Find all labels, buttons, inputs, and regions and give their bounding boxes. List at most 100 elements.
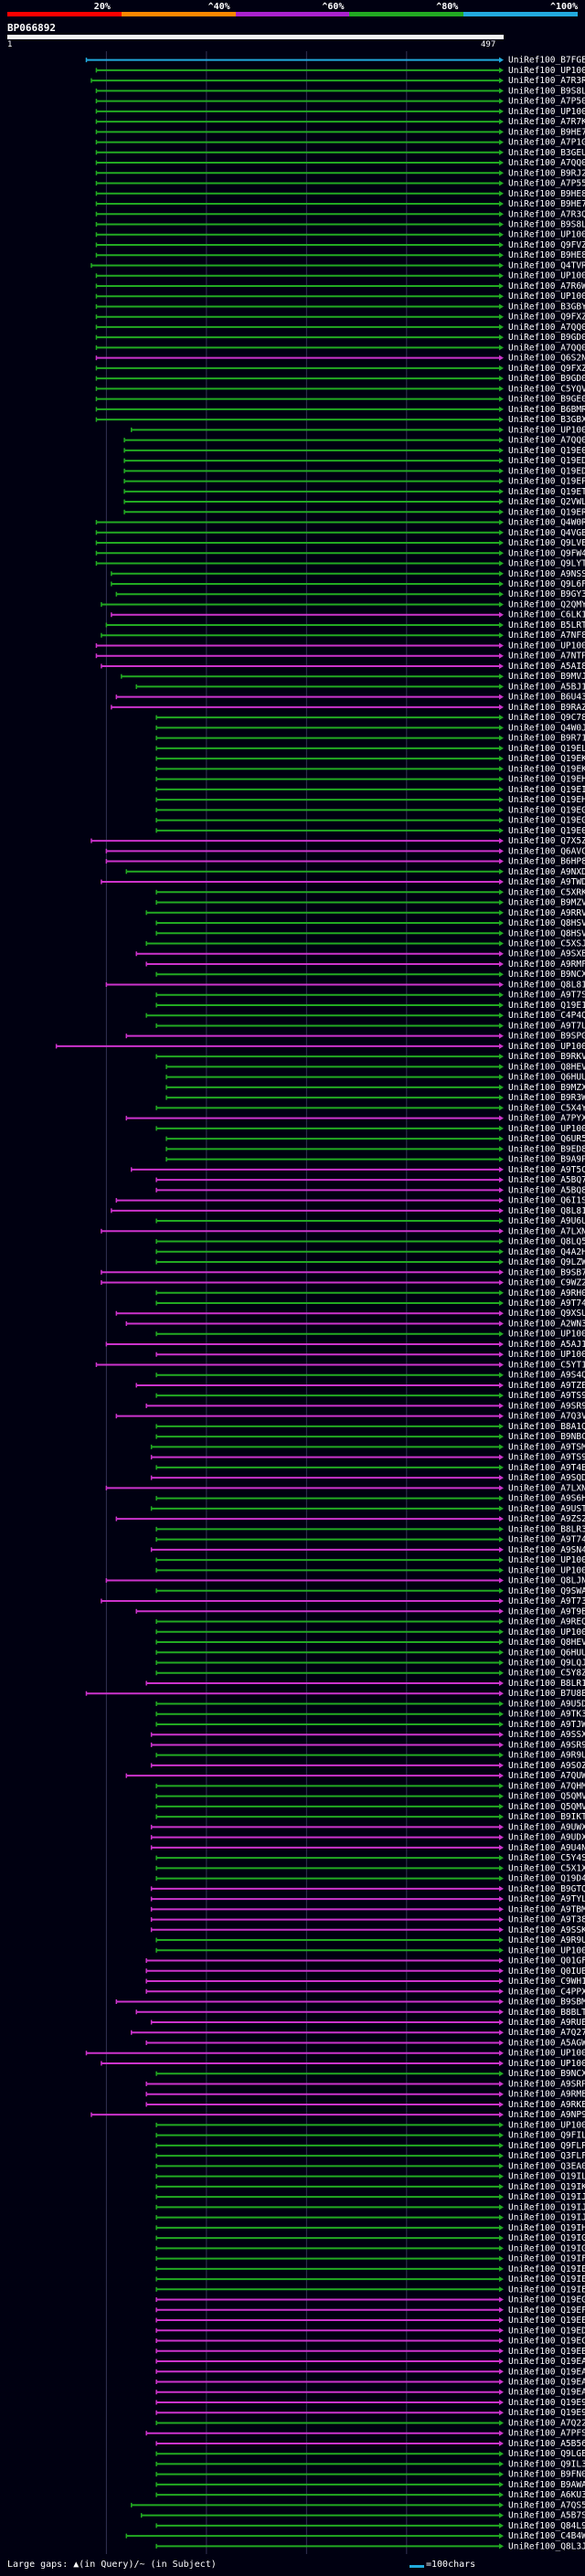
- hit-end-arrow: [499, 1012, 504, 1019]
- scale-label: ^80%: [436, 2, 459, 12]
- hit-end-arrow: [499, 1834, 504, 1840]
- hit-end-arrow: [499, 1166, 504, 1172]
- hit-label: UniRef100_A9T745: [508, 1535, 585, 1545]
- hit-end-arrow: [499, 1074, 504, 1080]
- hit-end-arrow: [499, 1937, 504, 1944]
- hit-label: UniRef100_UP1000...: [508, 1350, 585, 1360]
- hit-end-arrow: [499, 365, 504, 371]
- hit-end-arrow: [499, 920, 504, 927]
- hit-label: UniRef100_A9TSM2: [508, 1442, 585, 1452]
- hit-label: UniRef100_Q8LJN0: [508, 1576, 585, 1586]
- hit-label: UniRef100_A9RRV7: [508, 908, 585, 918]
- hit-end-arrow: [499, 2327, 504, 2334]
- hit-end-arrow: [499, 1598, 504, 1605]
- legend-scale-swatch: [410, 2565, 424, 2568]
- hit-label: UniRef100_A7PYX4: [508, 1114, 585, 1124]
- hit-end-arrow: [499, 1536, 504, 1542]
- hit-label: UniRef100_Q2VWL9: [508, 497, 585, 507]
- hit-end-arrow: [499, 2265, 504, 2272]
- hit-end-arrow: [499, 1064, 504, 1070]
- scale-label: 20%: [93, 2, 111, 12]
- scale-segment: [349, 12, 464, 16]
- hit-end-arrow: [499, 427, 504, 433]
- hit-end-arrow: [499, 1701, 504, 1707]
- hit-end-arrow: [499, 1824, 504, 1830]
- hit-label: UniRef100_B5LRT1: [508, 620, 585, 631]
- hit-end-arrow: [499, 180, 504, 186]
- hit-end-arrow: [499, 1320, 504, 1327]
- hit-label: UniRef100_A9TWD7: [508, 877, 585, 887]
- hit-end-arrow: [499, 221, 504, 228]
- hit-end-arrow: [499, 2173, 504, 2179]
- hit-end-arrow: [499, 2399, 504, 2405]
- hit-label: UniRef100_B7FGE9: [508, 56, 585, 66]
- hit-label: UniRef100_C5Y8Z2: [508, 1669, 585, 1679]
- scale-segment: [121, 12, 236, 16]
- hit-label: UniRef100_A9TZE7: [508, 1381, 585, 1391]
- hit-label: UniRef100_UP1000...: [508, 1565, 585, 1575]
- hit-end-arrow: [499, 591, 504, 598]
- hit-label: UniRef100_Q9FVZ1: [508, 240, 585, 250]
- identity-scale-bar: 20% ^40% ^60% ^80% ^100%: [7, 2, 579, 16]
- hit-end-arrow: [499, 1187, 504, 1193]
- hit-end-arrow: [499, 1485, 504, 1491]
- hit-label: UniRef100_Q9LYT1: [508, 559, 585, 569]
- hit-end-arrow: [499, 1095, 504, 1101]
- hit-end-arrow: [499, 2081, 504, 2087]
- hit-end-arrow: [499, 1403, 504, 1409]
- hit-end-arrow: [499, 1054, 504, 1060]
- hit-end-arrow: [499, 1444, 504, 1450]
- hit-end-arrow: [499, 2379, 504, 2385]
- hit-end-arrow: [499, 1865, 504, 1871]
- hit-label: UniRef100_Q19IF1: [508, 2254, 585, 2264]
- hit-label: UniRef100_C5X4Y8: [508, 1103, 585, 1113]
- hit-label: UniRef100_A9T739: [508, 1596, 585, 1606]
- hit-label: UniRef100_Q9IL3: [508, 2459, 585, 2469]
- hit-label: UniRef100_UP1000...: [508, 2120, 585, 2130]
- hit-label: UniRef100_UP1000...: [508, 1555, 585, 1565]
- hit-label: UniRef100_B9FN05: [508, 2470, 585, 2480]
- scale-label: ^40%: [207, 2, 230, 12]
- hit-end-arrow: [499, 334, 504, 341]
- hit-label: UniRef100_A9RUE6: [508, 2018, 585, 2028]
- scale-segment: [235, 12, 350, 16]
- hit-end-arrow: [499, 529, 504, 535]
- hit-label: UniRef100_Q19IG4: [508, 2243, 585, 2253]
- hit-label: UniRef100_C5X1X1: [508, 1863, 585, 1873]
- hit-end-arrow: [499, 1691, 504, 1697]
- hit-label: UniRef100_Q2QMY3: [508, 599, 585, 610]
- hit-label: UniRef100_B9SBM1: [508, 1998, 585, 2008]
- hit-label: UniRef100_B9NCX4: [508, 2069, 585, 2079]
- hit-label: UniRef100_Q9FLP1: [508, 2141, 585, 2151]
- hit-label: UniRef100_A7Q3V1: [508, 1412, 585, 1422]
- hit-end-arrow: [499, 2410, 504, 2416]
- hit-label: UniRef100_C4PPX1: [508, 1987, 585, 1997]
- hit-label: UniRef100_Q19EH0: [508, 775, 585, 785]
- hit-end-arrow: [499, 868, 504, 875]
- hit-end-arrow: [499, 2348, 504, 2354]
- hit-end-arrow: [499, 2296, 504, 2303]
- hit-end-arrow: [499, 1043, 504, 1049]
- hit-label: UniRef100_Q6S2N7: [508, 354, 585, 364]
- hit-label: UniRef100_Q9LVE7: [508, 538, 585, 548]
- hit-label: UniRef100_A9SSX0: [508, 1730, 585, 1740]
- scale-label: ^100%: [550, 2, 579, 12]
- hit-end-arrow: [499, 447, 504, 453]
- hit-end-arrow: [499, 1115, 504, 1121]
- hit-label: UniRef100_Q3FLF61: [508, 2151, 585, 2161]
- hit-label: UniRef100_Q4TVR0: [508, 260, 585, 270]
- hit-end-arrow: [499, 1659, 504, 1666]
- hit-label: UniRef100_B3GBY0: [508, 302, 585, 312]
- hit-end-arrow: [499, 1608, 504, 1615]
- hit-label: UniRef100_Q19EA2: [508, 2388, 585, 2398]
- hit-label: UniRef100_B9HE80: [508, 250, 585, 260]
- hit-label: UniRef100_Q19IJ3: [508, 2202, 585, 2212]
- hit-end-arrow: [499, 1649, 504, 1656]
- hit-end-arrow: [499, 621, 504, 628]
- hit-label: UniRef100_Q19IG8: [508, 2233, 585, 2243]
- hit-label: UniRef100_B9MVJ7: [508, 672, 585, 682]
- hit-label: UniRef100_Q19ER9: [508, 507, 585, 517]
- hit-label: UniRef100_A9SOZ2: [508, 1761, 585, 1771]
- hit-end-arrow: [499, 2060, 504, 2066]
